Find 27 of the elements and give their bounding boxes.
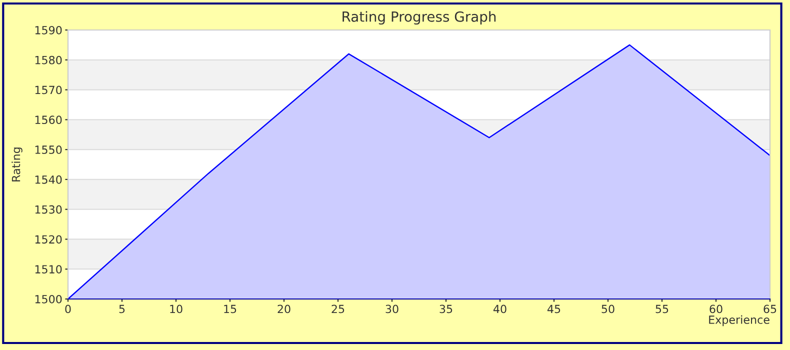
x-tick-label: 55 — [656, 304, 668, 314]
x-axis-title: Experience — [709, 315, 770, 326]
y-tick-label: 1560 — [35, 116, 62, 124]
y-tick-label: 1570 — [35, 86, 62, 94]
y-tick-label: 1590 — [35, 26, 62, 34]
x-tick-label: 20 — [278, 304, 290, 314]
x-tick-label: 45 — [547, 304, 560, 314]
x-tick-label: 65 — [764, 304, 776, 314]
y-tick-label: 1530 — [35, 205, 62, 214]
chart-title: Rating Progress Graph — [342, 11, 496, 25]
x-tick-label: 15 — [224, 304, 236, 314]
y-tick-label: 1550 — [35, 146, 62, 154]
x-tick-label: 30 — [386, 304, 398, 314]
y-tick-label: 1540 — [35, 175, 62, 184]
x-tick-label: 35 — [440, 304, 452, 314]
y-tick-label: 1510 — [35, 265, 62, 274]
x-tick-label: 5 — [119, 304, 125, 314]
x-tick-label: 10 — [170, 304, 182, 314]
x-tick-label: 0 — [65, 304, 71, 314]
x-tick-label: 40 — [493, 304, 506, 314]
y-tick-label: 1500 — [35, 294, 62, 304]
y-tick-label: 1580 — [35, 56, 62, 64]
y-axis-title: Rating — [12, 148, 22, 182]
x-tick-label: 50 — [602, 304, 614, 314]
y-tick-label: 1520 — [35, 235, 62, 244]
x-tick-label: 25 — [332, 304, 344, 314]
x-tick-label: 60 — [710, 304, 722, 314]
